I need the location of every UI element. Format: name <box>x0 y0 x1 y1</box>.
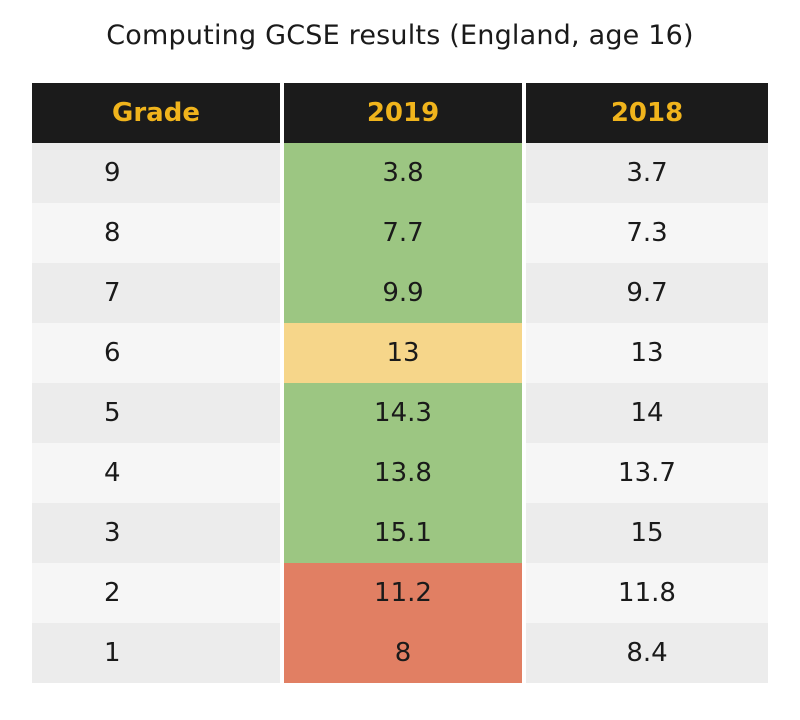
value-2018-cell: 13.7 <box>526 443 768 503</box>
value-2018-cell: 3.7 <box>526 143 768 203</box>
grade-cell: 7 <box>32 263 280 323</box>
value-2019-cell: 8 <box>284 623 522 683</box>
grade-cell: 2 <box>32 563 280 623</box>
header-2018: 2018 <box>526 83 768 143</box>
value-2019-cell: 9.9 <box>284 263 522 323</box>
value-2019-cell: 15.1 <box>284 503 522 563</box>
value-2019-cell: 7.7 <box>284 203 522 263</box>
grade-cell: 4 <box>32 443 280 503</box>
value-2018-cell: 11.8 <box>526 563 768 623</box>
table-row: 4 13.8 13.7 <box>32 443 768 503</box>
grade-cell: 5 <box>32 383 280 443</box>
value-2018-cell: 14 <box>526 383 768 443</box>
grade-cell: 8 <box>32 203 280 263</box>
value-2019-cell: 13 <box>284 323 522 383</box>
results-table: Grade 2019 2018 9 3.8 3.7 8 7.7 7.3 7 9.9 9.7 6 13… <box>32 83 768 683</box>
value-2019-cell: 3.8 <box>284 143 522 203</box>
value-2018-cell: 7.3 <box>526 203 768 263</box>
table-row: 7 9.9 9.7 <box>32 263 768 323</box>
table-row: 6 13 13 <box>32 323 768 383</box>
value-2019-cell: 11.2 <box>284 563 522 623</box>
table-row: 5 14.3 14 <box>32 383 768 443</box>
value-2018-cell: 15 <box>526 503 768 563</box>
header-row: Grade 2019 2018 <box>32 83 768 143</box>
table-row: 1 8 8.4 <box>32 623 768 683</box>
table-row: 8 7.7 7.3 <box>32 203 768 263</box>
grade-cell: 3 <box>32 503 280 563</box>
table-row: 3 15.1 15 <box>32 503 768 563</box>
value-2018-cell: 8.4 <box>526 623 768 683</box>
table-row: 2 11.2 11.8 <box>32 563 768 623</box>
grade-cell: 1 <box>32 623 280 683</box>
value-2019-cell: 14.3 <box>284 383 522 443</box>
header-grade: Grade <box>32 83 280 143</box>
table-title: Computing GCSE results (England, age 16) <box>106 20 694 51</box>
table-row: 9 3.8 3.7 <box>32 143 768 203</box>
value-2019-cell: 13.8 <box>284 443 522 503</box>
value-2018-cell: 9.7 <box>526 263 768 323</box>
value-2018-cell: 13 <box>526 323 768 383</box>
table-body: 9 3.8 3.7 8 7.7 7.3 7 9.9 9.7 6 13 13 5 14.3 14 4 13.8 13… <box>32 143 768 683</box>
grade-cell: 6 <box>32 323 280 383</box>
header-2019: 2019 <box>284 83 522 143</box>
grade-cell: 9 <box>32 143 280 203</box>
